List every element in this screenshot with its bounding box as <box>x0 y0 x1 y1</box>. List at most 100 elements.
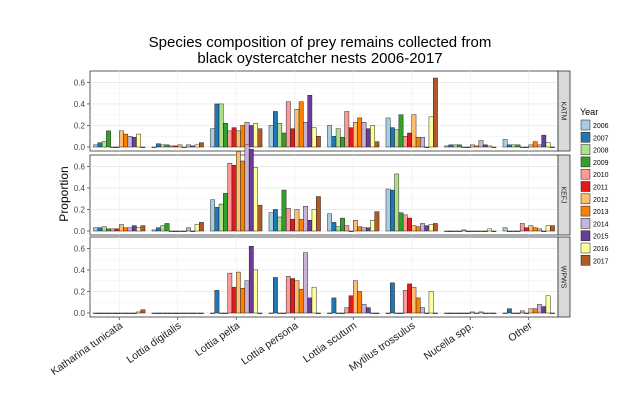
bar-wpws-1-2017 <box>199 312 204 314</box>
bar-wpws-3-2016 <box>311 286 317 314</box>
y-tick-label: 0.6 <box>74 244 86 253</box>
bar-katm-0-2013 <box>123 133 129 148</box>
bar-kefj-5-2016 <box>428 224 434 232</box>
bar-wpws-3-2007 <box>273 277 278 314</box>
bar-katm-5-2014 <box>420 137 425 148</box>
bar-kefj-6-2014 <box>478 230 484 232</box>
bar-katm-1-2007 <box>156 143 161 148</box>
bar-katm-6-2015 <box>482 144 488 148</box>
bar-katm-5-2007 <box>390 127 395 148</box>
bar-kefj-7-2008 <box>511 230 517 232</box>
bar-kefj-6-2006 <box>444 230 449 232</box>
bar-katm-3-2014 <box>303 122 308 148</box>
bar-kefj-7-2009 <box>515 230 521 232</box>
legend-label-2016: 2016 <box>593 246 609 253</box>
legend-label-2011: 2011 <box>593 185 608 192</box>
bar-wpws-5-2014 <box>420 307 425 314</box>
bar-katm-3-2006 <box>268 125 274 148</box>
bar-kefj-7-2006 <box>502 227 508 232</box>
bar-wpws-2-2017 <box>257 312 263 314</box>
bar-kefj-5-2009 <box>398 212 404 232</box>
bar-katm-3-2010 <box>285 101 291 148</box>
bar-katm-7-2016 <box>545 142 551 148</box>
bar-katm-0-2006 <box>93 144 98 148</box>
bar-katm-7-2017 <box>550 146 555 148</box>
bar-wpws-7-2008 <box>511 312 517 314</box>
legend-swatch-2007 <box>580 132 591 143</box>
bar-kefj-6-2016 <box>487 228 492 232</box>
bar-wpws-4-2007 <box>331 297 337 314</box>
x-tick-label: Lottia digitalis <box>124 320 183 366</box>
bar-katm-0-2012 <box>119 130 124 148</box>
bar-kefj-0-2007 <box>97 227 103 232</box>
facet-strip <box>557 154 571 236</box>
legend-label-2010: 2010 <box>593 172 609 179</box>
bar-wpws-0-2015 <box>131 312 137 314</box>
bar-katm-1-2010 <box>168 145 174 148</box>
bar-katm-4-2014 <box>361 122 367 148</box>
bar-kefj-0-2013 <box>123 227 129 232</box>
bar-kefj-6-2010 <box>461 229 467 232</box>
bar-katm-3-2013 <box>298 101 304 148</box>
bar-kefj-4-2014 <box>361 227 367 232</box>
bar-kefj-4-2015 <box>365 227 371 232</box>
bar-wpws-1-2012 <box>177 312 183 314</box>
bar-katm-7-2007 <box>507 144 512 148</box>
bar-wpws-6-2008 <box>452 312 458 314</box>
bar-kefj-3-2016 <box>311 209 317 232</box>
facet-strip <box>557 70 571 152</box>
bar-katm-7-2009 <box>515 144 521 148</box>
bar-kefj-7-2014 <box>537 228 542 232</box>
bar-katm-0-2010 <box>110 146 116 148</box>
bar-wpws-7-2012 <box>528 308 534 314</box>
bar-katm-4-2008 <box>335 128 341 148</box>
bar-kefj-2-2016 <box>253 167 258 232</box>
bar-katm-4-2013 <box>357 117 363 148</box>
bar-katm-2-2017 <box>257 128 263 148</box>
legend-swatch-2013 <box>580 205 591 217</box>
bar-kefj-7-2017 <box>550 225 555 232</box>
y-tick-label: 0.0 <box>74 309 86 318</box>
bar-kefj-1-2007 <box>156 227 161 232</box>
bar-katm-4-2017 <box>374 141 380 148</box>
bar-wpws-5-2012 <box>411 286 417 314</box>
bar-kefj-1-2008 <box>160 225 166 232</box>
bar-wpws-6-2014 <box>478 311 484 314</box>
bar-kefj-3-2012 <box>294 209 300 232</box>
bar-katm-5-2013 <box>415 137 421 148</box>
bar-wpws-7-2010 <box>519 310 525 314</box>
legend-swatch-2009 <box>580 156 591 168</box>
bar-katm-0-2008 <box>101 141 107 148</box>
bar-wpws-4-2014 <box>361 304 367 314</box>
bar-kefj-0-2012 <box>119 224 124 232</box>
panel-katm: 0.0 0.2 0.4 0.6 KATM <box>74 70 571 152</box>
bar-wpws-2-2007 <box>214 290 220 314</box>
bar-wpws-3-2011 <box>290 278 295 314</box>
bar-kefj-3-2013 <box>298 218 304 232</box>
bar-katm-5-2009 <box>398 114 404 148</box>
bar-kefj-0-2009 <box>106 228 111 232</box>
bar-wpws-6-2017 <box>491 312 497 314</box>
bar-katm-5-2008 <box>394 129 400 148</box>
bar-wpws-1-2008 <box>160 312 166 314</box>
bar-katm-7-2013 <box>532 141 538 148</box>
bar-wpws-4-2015 <box>365 307 371 314</box>
facet-strip <box>557 236 571 318</box>
bar-wpws-3-2014 <box>303 252 308 314</box>
bar-kefj-0-2006 <box>93 227 98 232</box>
bar-kefj-2-2007 <box>214 207 220 232</box>
bar-wpws-5-2015 <box>424 312 430 314</box>
bar-kefj-6-2015 <box>482 230 488 232</box>
bar-katm-6-2011 <box>465 146 471 148</box>
panel-wpws: 0.0 0.2 0.4 0.6 WPWS <box>74 236 571 318</box>
bar-kefj-0-2014 <box>127 227 133 232</box>
bar-katm-1-2012 <box>177 144 183 148</box>
bar-katm-4-2015 <box>365 128 371 148</box>
bar-katm-2-2013 <box>240 125 246 148</box>
bar-wpws-3-2006 <box>268 312 274 314</box>
bar-kefj-5-2012 <box>411 225 417 232</box>
bar-katm-2-2012 <box>236 130 241 148</box>
legend-label-2009: 2009 <box>593 160 609 167</box>
bar-kefj-1-2009 <box>164 223 170 232</box>
bar-katm-7-2011 <box>524 146 529 148</box>
